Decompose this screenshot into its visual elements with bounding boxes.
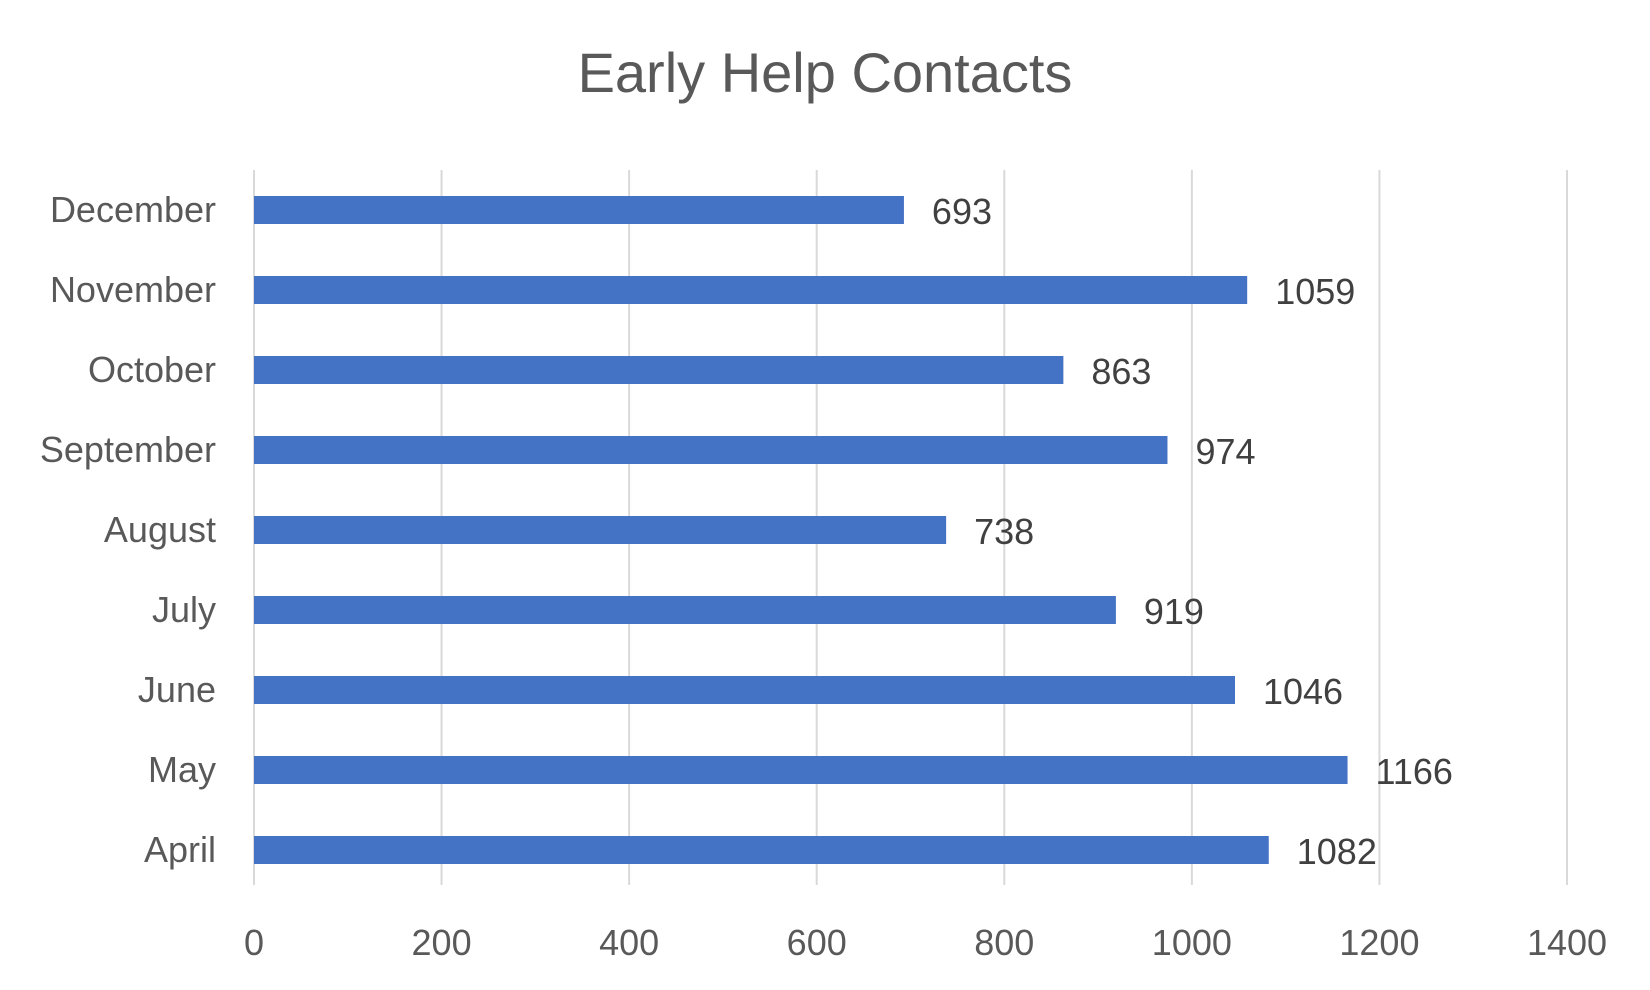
category-label: July [152, 589, 216, 630]
data-label: 1046 [1263, 671, 1343, 712]
data-label: 1059 [1275, 271, 1355, 312]
data-label: 693 [932, 191, 992, 232]
category-label: September [40, 429, 216, 470]
data-label: 1082 [1297, 831, 1377, 872]
data-label: 919 [1144, 591, 1204, 632]
x-tick-label: 0 [244, 922, 264, 963]
bars [254, 196, 1348, 864]
bar [254, 756, 1348, 784]
x-tick-label: 600 [787, 922, 847, 963]
labels: 0 200 400 600 800 1000 1200 1400 December 693 Nove… [40, 189, 1607, 963]
bar [254, 676, 1235, 704]
x-tick-label: 800 [974, 922, 1034, 963]
category-label: November [50, 269, 216, 310]
bar [254, 596, 1116, 624]
bar [254, 836, 1269, 864]
category-label: May [148, 749, 216, 790]
category-label: April [144, 829, 216, 870]
x-tick-label: 1000 [1152, 922, 1232, 963]
bar [254, 356, 1064, 384]
chart-title: Early Help Contacts [577, 41, 1073, 104]
x-tick-label: 400 [599, 922, 659, 963]
x-tick-label: 1400 [1527, 922, 1607, 963]
category-label: December [50, 189, 216, 230]
bar [254, 196, 904, 224]
bar [254, 276, 1248, 304]
bar [254, 516, 947, 544]
bar [254, 436, 1168, 464]
category-label: October [88, 349, 216, 390]
data-label: 974 [1195, 431, 1255, 472]
category-label: June [138, 669, 216, 710]
x-tick-label: 200 [412, 922, 472, 963]
data-label: 738 [974, 511, 1034, 552]
x-tick-label: 1200 [1339, 922, 1419, 963]
category-label: August [104, 509, 216, 550]
data-label: 863 [1091, 351, 1151, 392]
data-label: 1166 [1376, 751, 1453, 792]
